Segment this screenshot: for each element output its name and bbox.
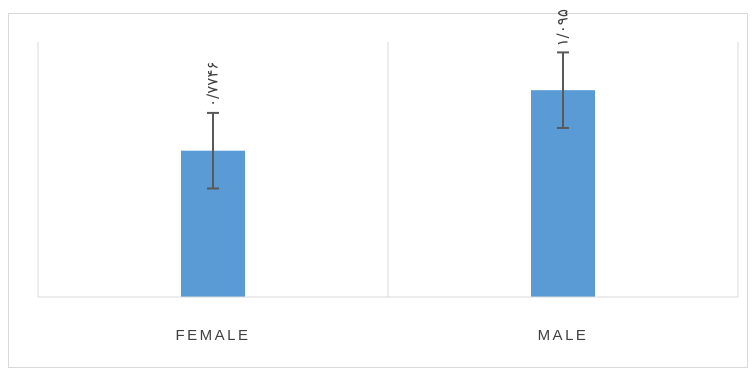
data-label-male: ۱/۰۹۵ <box>554 9 572 46</box>
data-label-female: ۰/۷۷۴۶ <box>204 62 222 107</box>
category-gridlines <box>37 42 739 297</box>
error-bars <box>207 51 569 190</box>
error-bar-male <box>557 51 569 129</box>
data-labels: ۰/۷۷۴۶ ۱/۰۹۵ <box>204 9 572 107</box>
category-label-male: MALE <box>538 327 589 344</box>
error-bar-female <box>207 111 219 190</box>
chart-frame <box>8 13 748 368</box>
category-labels: FEMALE MALE <box>175 327 589 344</box>
category-label-female: FEMALE <box>175 327 250 344</box>
